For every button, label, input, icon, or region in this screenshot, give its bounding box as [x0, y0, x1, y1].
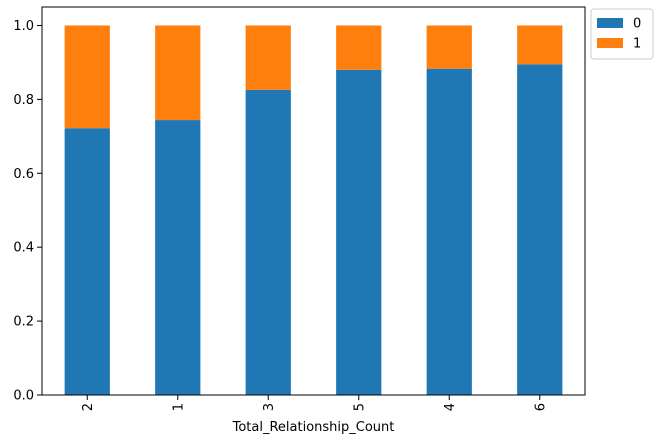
x-tick-label: 2 — [81, 403, 96, 411]
bar-4-series-0 — [426, 68, 472, 395]
x-tick-label: 6 — [533, 403, 548, 411]
bar-3-series-1 — [245, 25, 291, 90]
y-axis: 0.0 0.2 0.4 0.6 0.8 1.0 — [13, 19, 42, 404]
legend: 01 — [590, 8, 654, 60]
y-tick-label: 0.0 — [13, 389, 34, 404]
bar-4-series-1 — [426, 25, 472, 69]
bar-2-series-0 — [64, 128, 110, 396]
plot-frame — [41, 6, 586, 396]
bar-1-series-1 — [155, 25, 201, 121]
bar-1-series-0 — [155, 120, 201, 396]
y-tick-label: 0.6 — [13, 167, 34, 182]
legend-swatch-0 — [597, 18, 623, 28]
legend-frame — [590, 8, 654, 60]
y-tick-label: 1.0 — [13, 19, 34, 34]
bar-5-series-1 — [336, 25, 382, 70]
y-tick-label: 0.4 — [13, 241, 34, 256]
bar-3-series-0 — [245, 89, 291, 396]
legend-label-1: 1 — [633, 37, 641, 52]
x-tick-label: 5 — [352, 403, 367, 411]
x-axis: 2 1 3 5 4 6 — [81, 395, 548, 411]
x-axis-label: Total_Relationship_Count — [232, 420, 395, 435]
x-tick-label: 1 — [171, 403, 186, 411]
x-tick-label: 3 — [262, 403, 277, 411]
bars-group — [64, 25, 563, 396]
legend-label-0: 0 — [633, 17, 641, 32]
x-tick-label: 4 — [443, 403, 458, 411]
bar-6-series-0 — [517, 64, 563, 396]
y-tick-label: 0.2 — [13, 315, 34, 330]
bar-5-series-0 — [336, 69, 382, 396]
bar-6-series-1 — [517, 25, 563, 65]
y-tick-label: 0.8 — [13, 93, 34, 108]
bar-2-series-1 — [64, 25, 110, 129]
legend-swatch-1 — [597, 38, 623, 48]
